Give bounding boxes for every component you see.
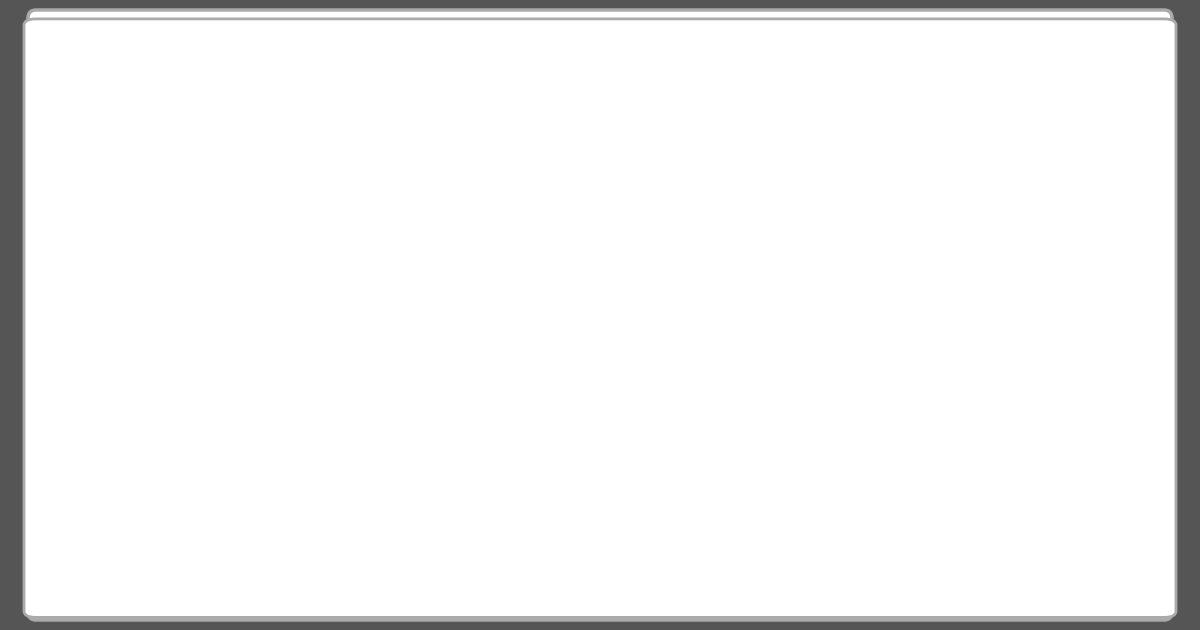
Text: -1: -1 <box>716 171 733 185</box>
Circle shape <box>706 100 745 140</box>
Circle shape <box>772 61 784 73</box>
Circle shape <box>677 72 773 168</box>
Text: A4988: A4988 <box>620 310 649 320</box>
Bar <box>595 312 602 319</box>
Circle shape <box>478 130 533 186</box>
Bar <box>595 348 602 355</box>
Bar <box>600 265 670 365</box>
FancyBboxPatch shape <box>360 290 420 310</box>
Circle shape <box>541 351 551 361</box>
Bar <box>668 312 674 319</box>
Bar <box>588 382 596 390</box>
Circle shape <box>535 361 545 371</box>
Text: sketch.ino: sketch.ino <box>73 30 257 59</box>
Circle shape <box>562 140 598 176</box>
Text: pinMode(echo, INPUT);: pinMode(echo, INPUT); <box>70 448 397 472</box>
Bar <box>588 310 596 318</box>
Bar <box>484 292 492 300</box>
Bar <box>595 330 602 337</box>
Bar <box>588 274 596 282</box>
Bar <box>484 346 492 354</box>
Bar <box>470 125 616 200</box>
Bar <box>595 294 602 301</box>
Circle shape <box>529 351 539 361</box>
Bar <box>510 250 570 310</box>
Text: int lampa = 5;: int lampa = 5; <box>70 248 270 272</box>
Circle shape <box>772 182 784 194</box>
Text: int echo = 9;: int echo = 9; <box>70 128 256 152</box>
Text: int step = 13;: int step = 13; <box>70 208 270 232</box>
Circle shape <box>666 61 678 73</box>
Text: steps: steps <box>710 185 740 195</box>
Bar <box>610 295 660 335</box>
Bar <box>588 238 596 246</box>
FancyBboxPatch shape <box>655 50 796 205</box>
Bar <box>588 364 596 372</box>
Text: HC-SR04: HC-SR04 <box>523 181 560 190</box>
Bar <box>588 328 596 336</box>
Bar <box>402 292 406 308</box>
Bar <box>484 382 492 390</box>
FancyBboxPatch shape <box>523 186 557 212</box>
Circle shape <box>666 182 678 194</box>
Circle shape <box>418 188 442 212</box>
Bar <box>595 276 602 283</box>
Bar <box>484 364 492 372</box>
Bar <box>490 200 590 410</box>
Bar <box>588 220 596 228</box>
Bar <box>392 292 396 308</box>
Bar <box>588 346 596 354</box>
Circle shape <box>552 130 608 186</box>
Circle shape <box>487 140 523 176</box>
Circle shape <box>414 184 446 216</box>
Bar <box>588 256 596 264</box>
Bar <box>668 348 674 355</box>
Bar <box>484 256 492 264</box>
Circle shape <box>520 340 560 380</box>
Bar <box>484 274 492 282</box>
Text: pinMode(direction, OUTPUT);: pinMode(direction, OUTPUT); <box>70 488 484 512</box>
Bar <box>484 310 492 318</box>
Text: int trigger = 10;: int trigger = 10; <box>70 88 312 112</box>
Bar <box>484 328 492 336</box>
FancyBboxPatch shape <box>28 10 1172 620</box>
Bar <box>382 292 386 308</box>
Polygon shape <box>713 76 737 112</box>
Bar <box>372 292 376 308</box>
Bar <box>60 18 270 70</box>
Bar <box>484 220 492 228</box>
Text: WOKWi: WOKWi <box>936 521 1104 559</box>
Bar <box>484 238 492 246</box>
Bar <box>668 330 674 337</box>
Text: Serial.begin(115200);: Serial.begin(115200); <box>70 368 397 392</box>
Text: int direction = 12;: int direction = 12; <box>70 168 341 192</box>
Bar <box>668 294 674 301</box>
Circle shape <box>491 144 520 172</box>
Circle shape <box>527 347 553 373</box>
Text: pinMode(trigger, OUTPUT);: pinMode(trigger, OUTPUT); <box>70 408 455 432</box>
Circle shape <box>566 144 594 172</box>
Circle shape <box>422 192 430 200</box>
Bar <box>588 292 596 300</box>
Bar <box>668 276 674 283</box>
Bar <box>510 198 570 212</box>
Text: void setup() {: void setup() { <box>70 328 270 352</box>
